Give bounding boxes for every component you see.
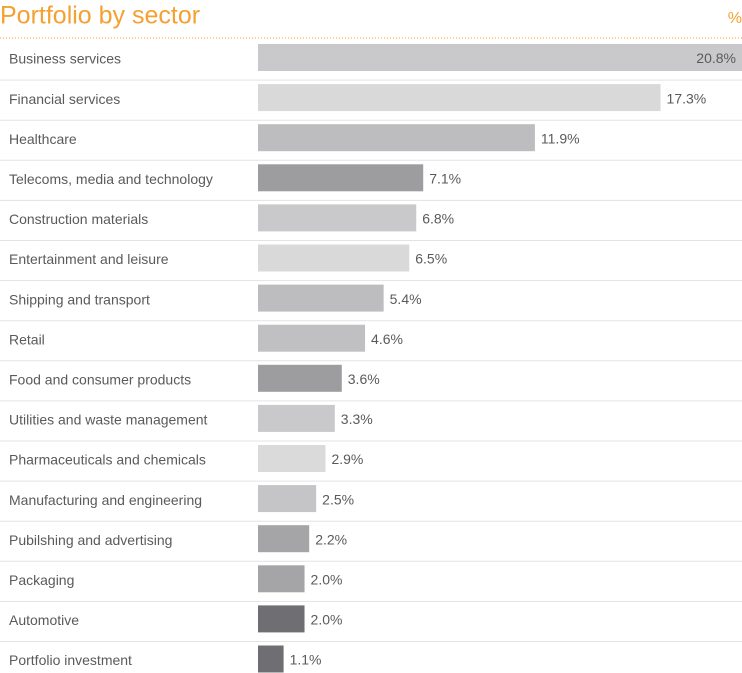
category-label: Automotive xyxy=(9,612,79,628)
bar xyxy=(258,84,661,112)
value-label: 2.0% xyxy=(311,572,343,588)
value-label: 6.5% xyxy=(415,251,447,267)
chart-title: Portfolio by sector xyxy=(0,2,200,30)
category-label: Healthcare xyxy=(9,131,77,147)
bar xyxy=(258,204,417,232)
category-label: Business services xyxy=(9,51,121,67)
value-label: 5.4% xyxy=(390,291,422,307)
category-label: Retail xyxy=(9,331,45,347)
category-label: Utilities and waste management xyxy=(9,412,208,428)
bar xyxy=(258,565,305,593)
value-label: 2.9% xyxy=(331,451,363,467)
bar xyxy=(258,525,310,553)
value-label: 2.0% xyxy=(311,612,343,628)
value-label: 7.1% xyxy=(429,171,461,187)
category-label: Financial services xyxy=(9,91,120,107)
bar xyxy=(258,164,424,192)
value-label: 1.1% xyxy=(290,652,322,668)
unit-label: % xyxy=(728,10,742,27)
category-label: Pharmaceuticals and chemicals xyxy=(9,452,206,468)
category-label: Entertainment and leisure xyxy=(9,251,169,267)
value-label: 6.8% xyxy=(422,211,454,227)
value-label: 17.3% xyxy=(667,90,707,106)
value-label: 2.2% xyxy=(315,531,347,547)
category-label: Pubilshing and advertising xyxy=(9,532,172,548)
value-label: 3.6% xyxy=(348,371,380,387)
value-label: 2.5% xyxy=(322,491,354,507)
bar xyxy=(258,244,410,272)
category-label: Packaging xyxy=(9,572,74,588)
bar xyxy=(258,324,366,352)
value-label: 4.6% xyxy=(371,331,403,347)
category-label: Shipping and transport xyxy=(9,291,150,307)
category-label: Manufacturing and engineering xyxy=(9,492,202,508)
value-label: 3.3% xyxy=(341,411,373,427)
category-label: Food and consumer products xyxy=(9,372,191,388)
bar xyxy=(258,445,326,472)
category-label: Construction materials xyxy=(9,211,148,227)
bar xyxy=(258,605,305,633)
category-label: Telecoms, media and technology xyxy=(9,171,213,187)
bar xyxy=(258,364,342,392)
value-label: 11.9% xyxy=(541,130,580,146)
bar xyxy=(258,44,742,71)
bar xyxy=(258,485,317,513)
value-label: 20.8% xyxy=(696,50,736,66)
bar xyxy=(258,124,535,152)
bar xyxy=(258,284,384,312)
bar xyxy=(258,404,335,432)
category-label: Portfolio investment xyxy=(9,652,132,668)
bar xyxy=(258,645,284,673)
